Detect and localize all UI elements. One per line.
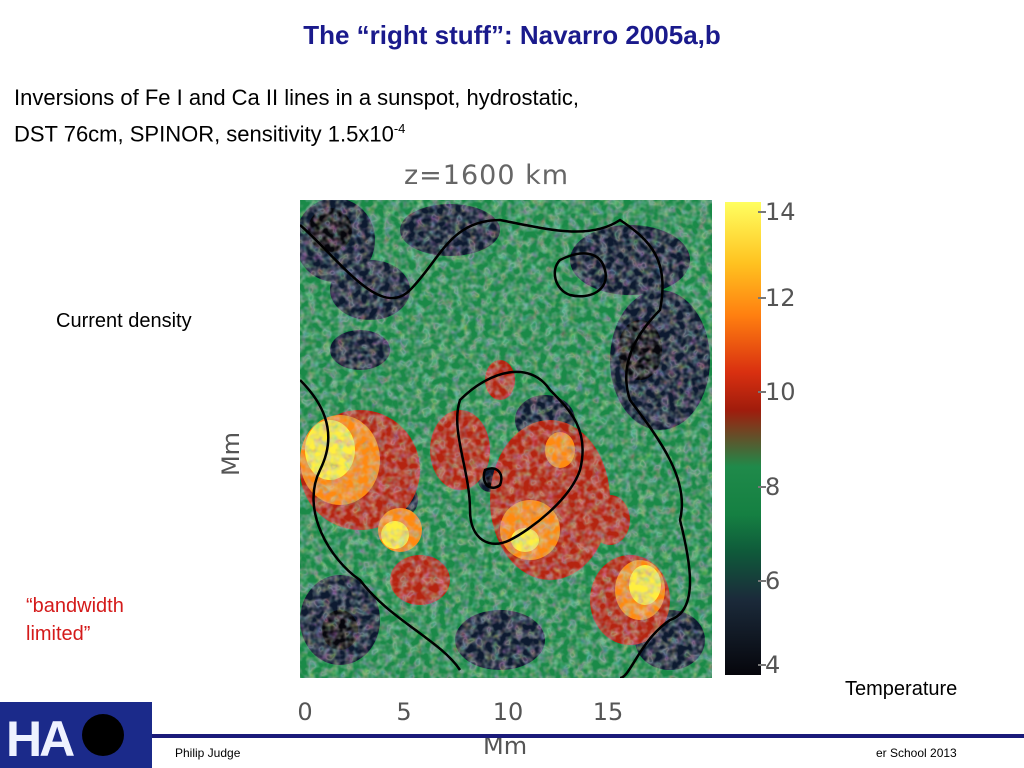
x-tick-15: 15 — [592, 698, 624, 726]
hao-logo-text: HA — [6, 711, 75, 767]
bandwidth-limited-label: “bandwidth limited” — [26, 592, 176, 648]
y-axis-label: Mm — [217, 431, 245, 477]
subtitle-line-2: DST 76cm, SPINOR, sensitivity 1.5x10-4 — [14, 113, 774, 149]
hao-logo-circle — [82, 714, 124, 756]
slide-title: The “right stuff”: Navarro 2005a,b — [303, 20, 721, 50]
colorbar-tick-6: 6 — [765, 567, 781, 595]
colorbar-tickmark — [758, 297, 766, 299]
subtitle-line-2-text: DST 76cm, SPINOR, sensitivity 1.5x10 — [14, 121, 394, 147]
subtitle-exponent: -4 — [393, 121, 406, 136]
colorbar-tickmark — [758, 211, 766, 213]
bandwidth-line-1: “bandwidth — [26, 595, 124, 617]
hao-logo: HA — [0, 702, 152, 768]
x-tick-10: 10 — [492, 698, 524, 726]
subtitle-line-1: Inversions of Fe I and Ca II lines in a … — [14, 85, 579, 110]
penumbra-contours — [300, 218, 692, 678]
colorbar-tick-14: 14 — [765, 198, 796, 226]
temperature-colorbar — [725, 202, 761, 675]
bandwidth-line-2: limited” — [26, 623, 91, 645]
footer-rule — [152, 734, 1024, 738]
x-tick-5: 5 — [396, 698, 412, 726]
temperature-label: Temperature — [845, 678, 958, 700]
x-tick-0: 0 — [297, 698, 313, 726]
footer-author: Philip Judge — [175, 746, 241, 760]
colorbar-tickmark — [758, 664, 766, 666]
colorbar-tick-12: 12 — [765, 284, 796, 312]
colorbar-tick-4: 4 — [765, 651, 781, 679]
current-density-label: Current density — [56, 310, 192, 332]
slide-subtitle: Inversions of Fe I and Ca II lines in a … — [14, 82, 774, 149]
plot-title: z=1600 km — [404, 160, 570, 191]
colorbar-tickmark — [758, 391, 766, 393]
colorbar-tick-8: 8 — [765, 473, 781, 501]
colorbar-tickmark — [758, 486, 766, 488]
map-mottle — [300, 200, 712, 678]
colorbar-tickmark — [758, 580, 766, 582]
temperature-map — [300, 200, 712, 678]
footer-event: er School 2013 — [876, 746, 957, 760]
colorbar-tick-10: 10 — [765, 378, 796, 406]
